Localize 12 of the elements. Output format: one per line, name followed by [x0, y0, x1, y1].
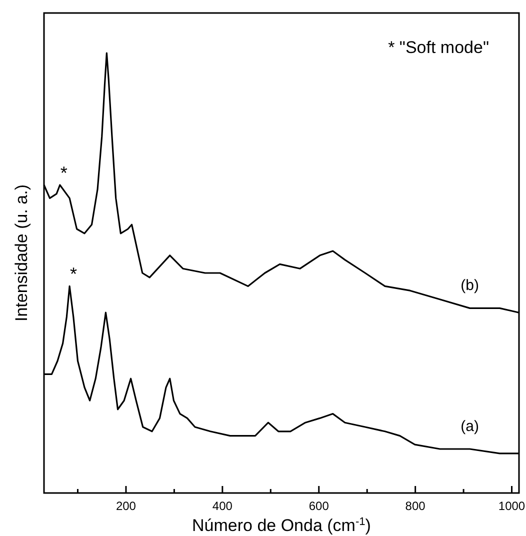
x-tick-label: 1000 [498, 499, 526, 513]
annotation: * "Soft mode" [388, 38, 489, 57]
series-label: (b) [460, 277, 479, 294]
annotation: * [60, 163, 68, 183]
x-tick-label: 800 [405, 499, 426, 513]
x-tick-label: 400 [212, 499, 233, 513]
x-axis-title: Número de Onda (cm$^{-1}$) [192, 516, 371, 535]
x-tick-label: 600 [308, 499, 330, 513]
series-label: (a) [460, 418, 479, 435]
y-axis-title: Intensidade (u. a.) [12, 184, 31, 322]
annotation: * [70, 264, 78, 284]
x-tick-label: 200 [116, 499, 136, 513]
